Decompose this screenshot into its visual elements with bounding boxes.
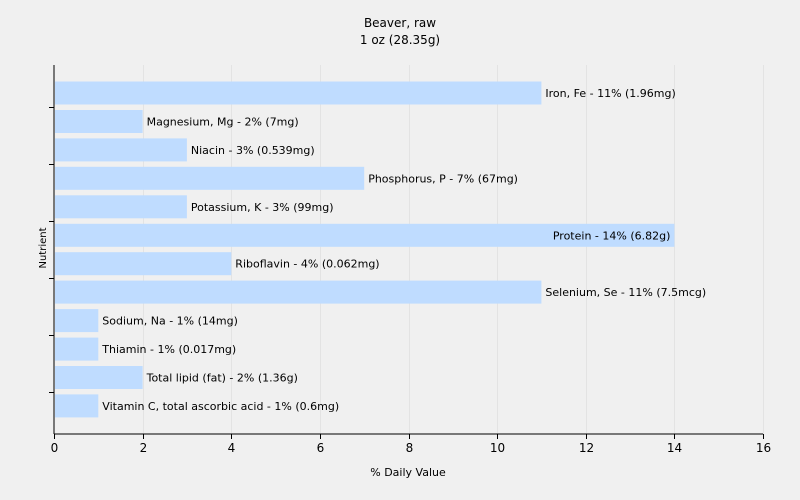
bar-label: Riboflavin - 4% (0.062mg) [235,258,379,271]
bar-label: Potassium, K - 3% (99mg) [191,201,334,214]
bar [55,280,542,304]
x-tick-label: 4 [228,441,236,455]
data-labels: Iron, Fe - 11% (1.96mg) Magnesium, Mg - 2… [101,87,706,413]
x-tick-label: 6 [317,441,325,455]
bar-label: Magnesium, Mg - 2% (7mg) [147,116,299,129]
x-tick-label: 8 [406,441,414,455]
bar [55,337,99,361]
chart-title: Beaver, raw [363,16,437,30]
x-tick-label: 16 [756,441,771,455]
axes: % Daily Value Nutrient [38,65,763,479]
bar-label: Sodium, Na - 1% (14mg) [102,315,238,328]
bar [55,81,542,105]
x-tick-label: 2 [140,441,148,455]
y-axis-label: Nutrient [38,227,49,268]
bar-label: Total lipid (fat) - 2% (1.36g) [146,372,298,385]
x-tick-label: 12 [579,441,594,455]
bar [55,195,187,219]
bar-label: Protein - 14% (6.82g) [553,229,671,242]
grid [143,65,764,434]
bars [55,81,675,418]
bar [55,394,99,418]
x-axis-label: % Daily Value [370,466,446,479]
bar-label: Iron, Fe - 11% (1.96mg) [545,87,675,100]
bar [55,309,99,333]
bar-label: Vitamin C, total ascorbic acid - 1% (0.6… [102,400,339,413]
bar [55,138,187,162]
chart-subtitle: 1 oz (28.35g) [359,33,441,47]
bar [55,110,143,133]
bar-label: Niacin - 3% (0.539mg) [191,144,315,157]
x-tick-label: 10 [490,441,505,455]
x-tick-label: 0 [51,441,59,455]
x-tick-label: 14 [667,441,682,455]
bar [55,223,675,247]
bar [55,166,365,190]
bar-label: Selenium, Se - 11% (7.5mcg) [545,286,706,299]
ticks: 0 2 4 6 8 10 12 14 16 [49,107,771,455]
bar [55,366,143,389]
bar-label: Thiamin - 1% (0.017mg) [101,343,236,356]
bar-label: Phosphorus, P - 7% (67mg) [368,172,518,185]
bar [55,252,232,276]
